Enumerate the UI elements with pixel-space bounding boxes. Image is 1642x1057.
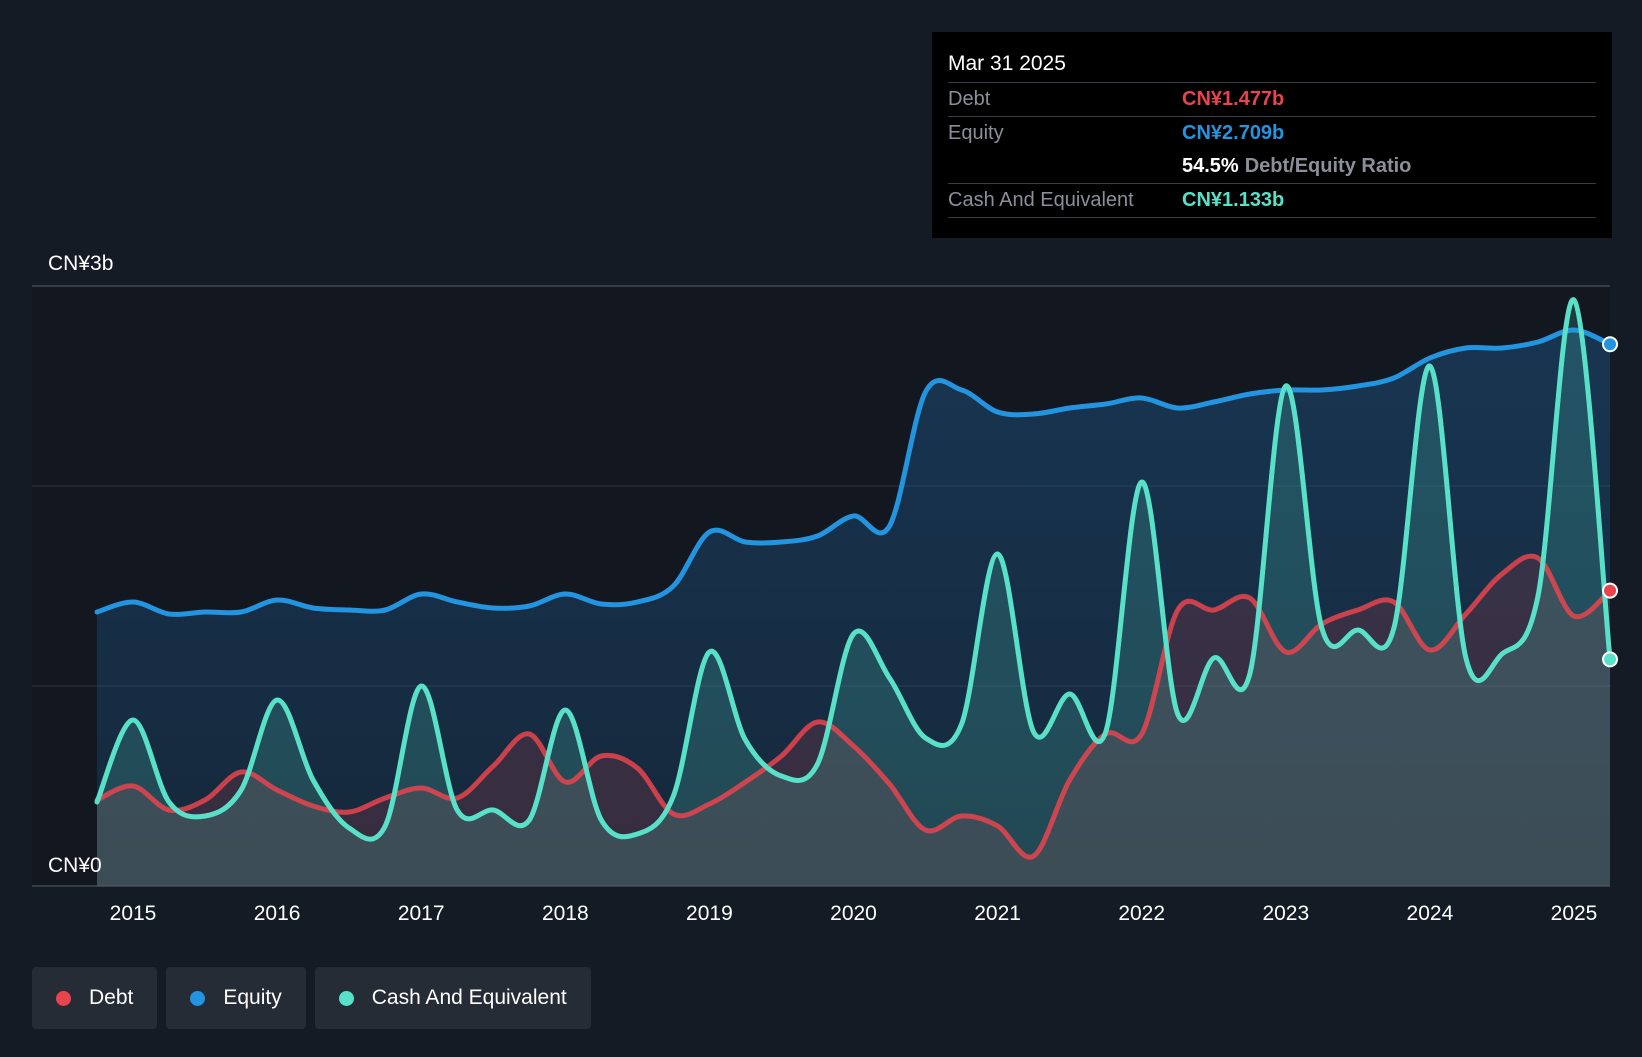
legend-label-cash: Cash And Equivalent (371, 986, 567, 1009)
x-tick-label-2015: 2015 (110, 902, 157, 925)
x-tick-label-2016: 2016 (254, 902, 301, 925)
equity-area (97, 329, 1610, 886)
y-tick-label-0: CN¥3b (48, 252, 113, 275)
debt-dot-icon (56, 990, 71, 1006)
area-layer (97, 299, 1610, 886)
x-tick-label-2022: 2022 (1118, 902, 1165, 925)
equity-dot-icon (190, 990, 206, 1006)
tooltip-debt-row: Debt CN¥1.477b (948, 83, 1596, 117)
debt-end-marker (1602, 582, 1619, 599)
cash-and-equivalent-line (94, 297, 1613, 842)
x-tick-label-2023: 2023 (1262, 902, 1309, 925)
y-tick-label-1: CN¥0 (48, 854, 102, 877)
tooltip-debt-value: CN¥1.477b (1182, 88, 1285, 110)
equity-end-marker (1602, 336, 1619, 353)
equity-line (94, 327, 1613, 617)
tooltip-cash-row: Cash And Equivalent CN¥1.133b (948, 184, 1596, 218)
tooltip-ratio-label: Debt/Equity Ratio (1244, 155, 1412, 177)
tooltip-ratio-row: 54.5% Debt/Equity Ratio (948, 150, 1596, 184)
tooltip-equity-row: Equity CN¥2.709b (948, 117, 1596, 150)
cash-and-equivalent-end-marker (1602, 651, 1619, 668)
tooltip-debt-label: Debt (948, 88, 991, 110)
debt-line (94, 553, 1613, 860)
line-layer (94, 297, 1613, 860)
x-tick-label-2018: 2018 (542, 902, 589, 925)
legend-item-debt[interactable]: Debt (32, 967, 158, 1029)
legend-label-debt: Debt (89, 986, 134, 1009)
x-tick-label-2024: 2024 (1407, 902, 1454, 925)
x-tick-label-2021: 2021 (974, 902, 1021, 925)
debt-area (97, 556, 1610, 886)
tooltip-date: Mar 31 2025 (948, 46, 1596, 83)
cash-and-equivalent-area (97, 299, 1610, 886)
legend-item-cash[interactable]: Cash And Equivalent (314, 967, 591, 1029)
tooltip-ratio-value: 54.5% (1182, 155, 1239, 177)
x-tick-label-2025: 2025 (1551, 902, 1598, 925)
x-tick-label-2020: 2020 (830, 902, 877, 925)
tooltip-equity-value: CN¥2.709b (1182, 122, 1285, 144)
legend-label-equity: Equity (223, 986, 282, 1009)
x-tick-label-2017: 2017 (398, 902, 445, 925)
cash-dot-icon (338, 990, 354, 1006)
marker-layer (1602, 336, 1619, 668)
tooltip-cash-value: CN¥1.133b (1182, 189, 1285, 211)
tooltip-panel: Mar 31 2025 Debt CN¥1.477b Equity CN¥2.7… (932, 32, 1612, 238)
tooltip-cash-label: Cash And Equivalent (948, 189, 1134, 211)
chart-legend: Debt Equity Cash And Equivalent (32, 967, 591, 1029)
tooltip-equity-label: Equity (948, 122, 1004, 144)
x-tick-label-2019: 2019 (686, 902, 733, 925)
legend-item-equity[interactable]: Equity (166, 967, 306, 1029)
axis-layer: 2015 2016 2017 2018 2019 2020 2021 2022 2023 2024… (32, 252, 1610, 925)
